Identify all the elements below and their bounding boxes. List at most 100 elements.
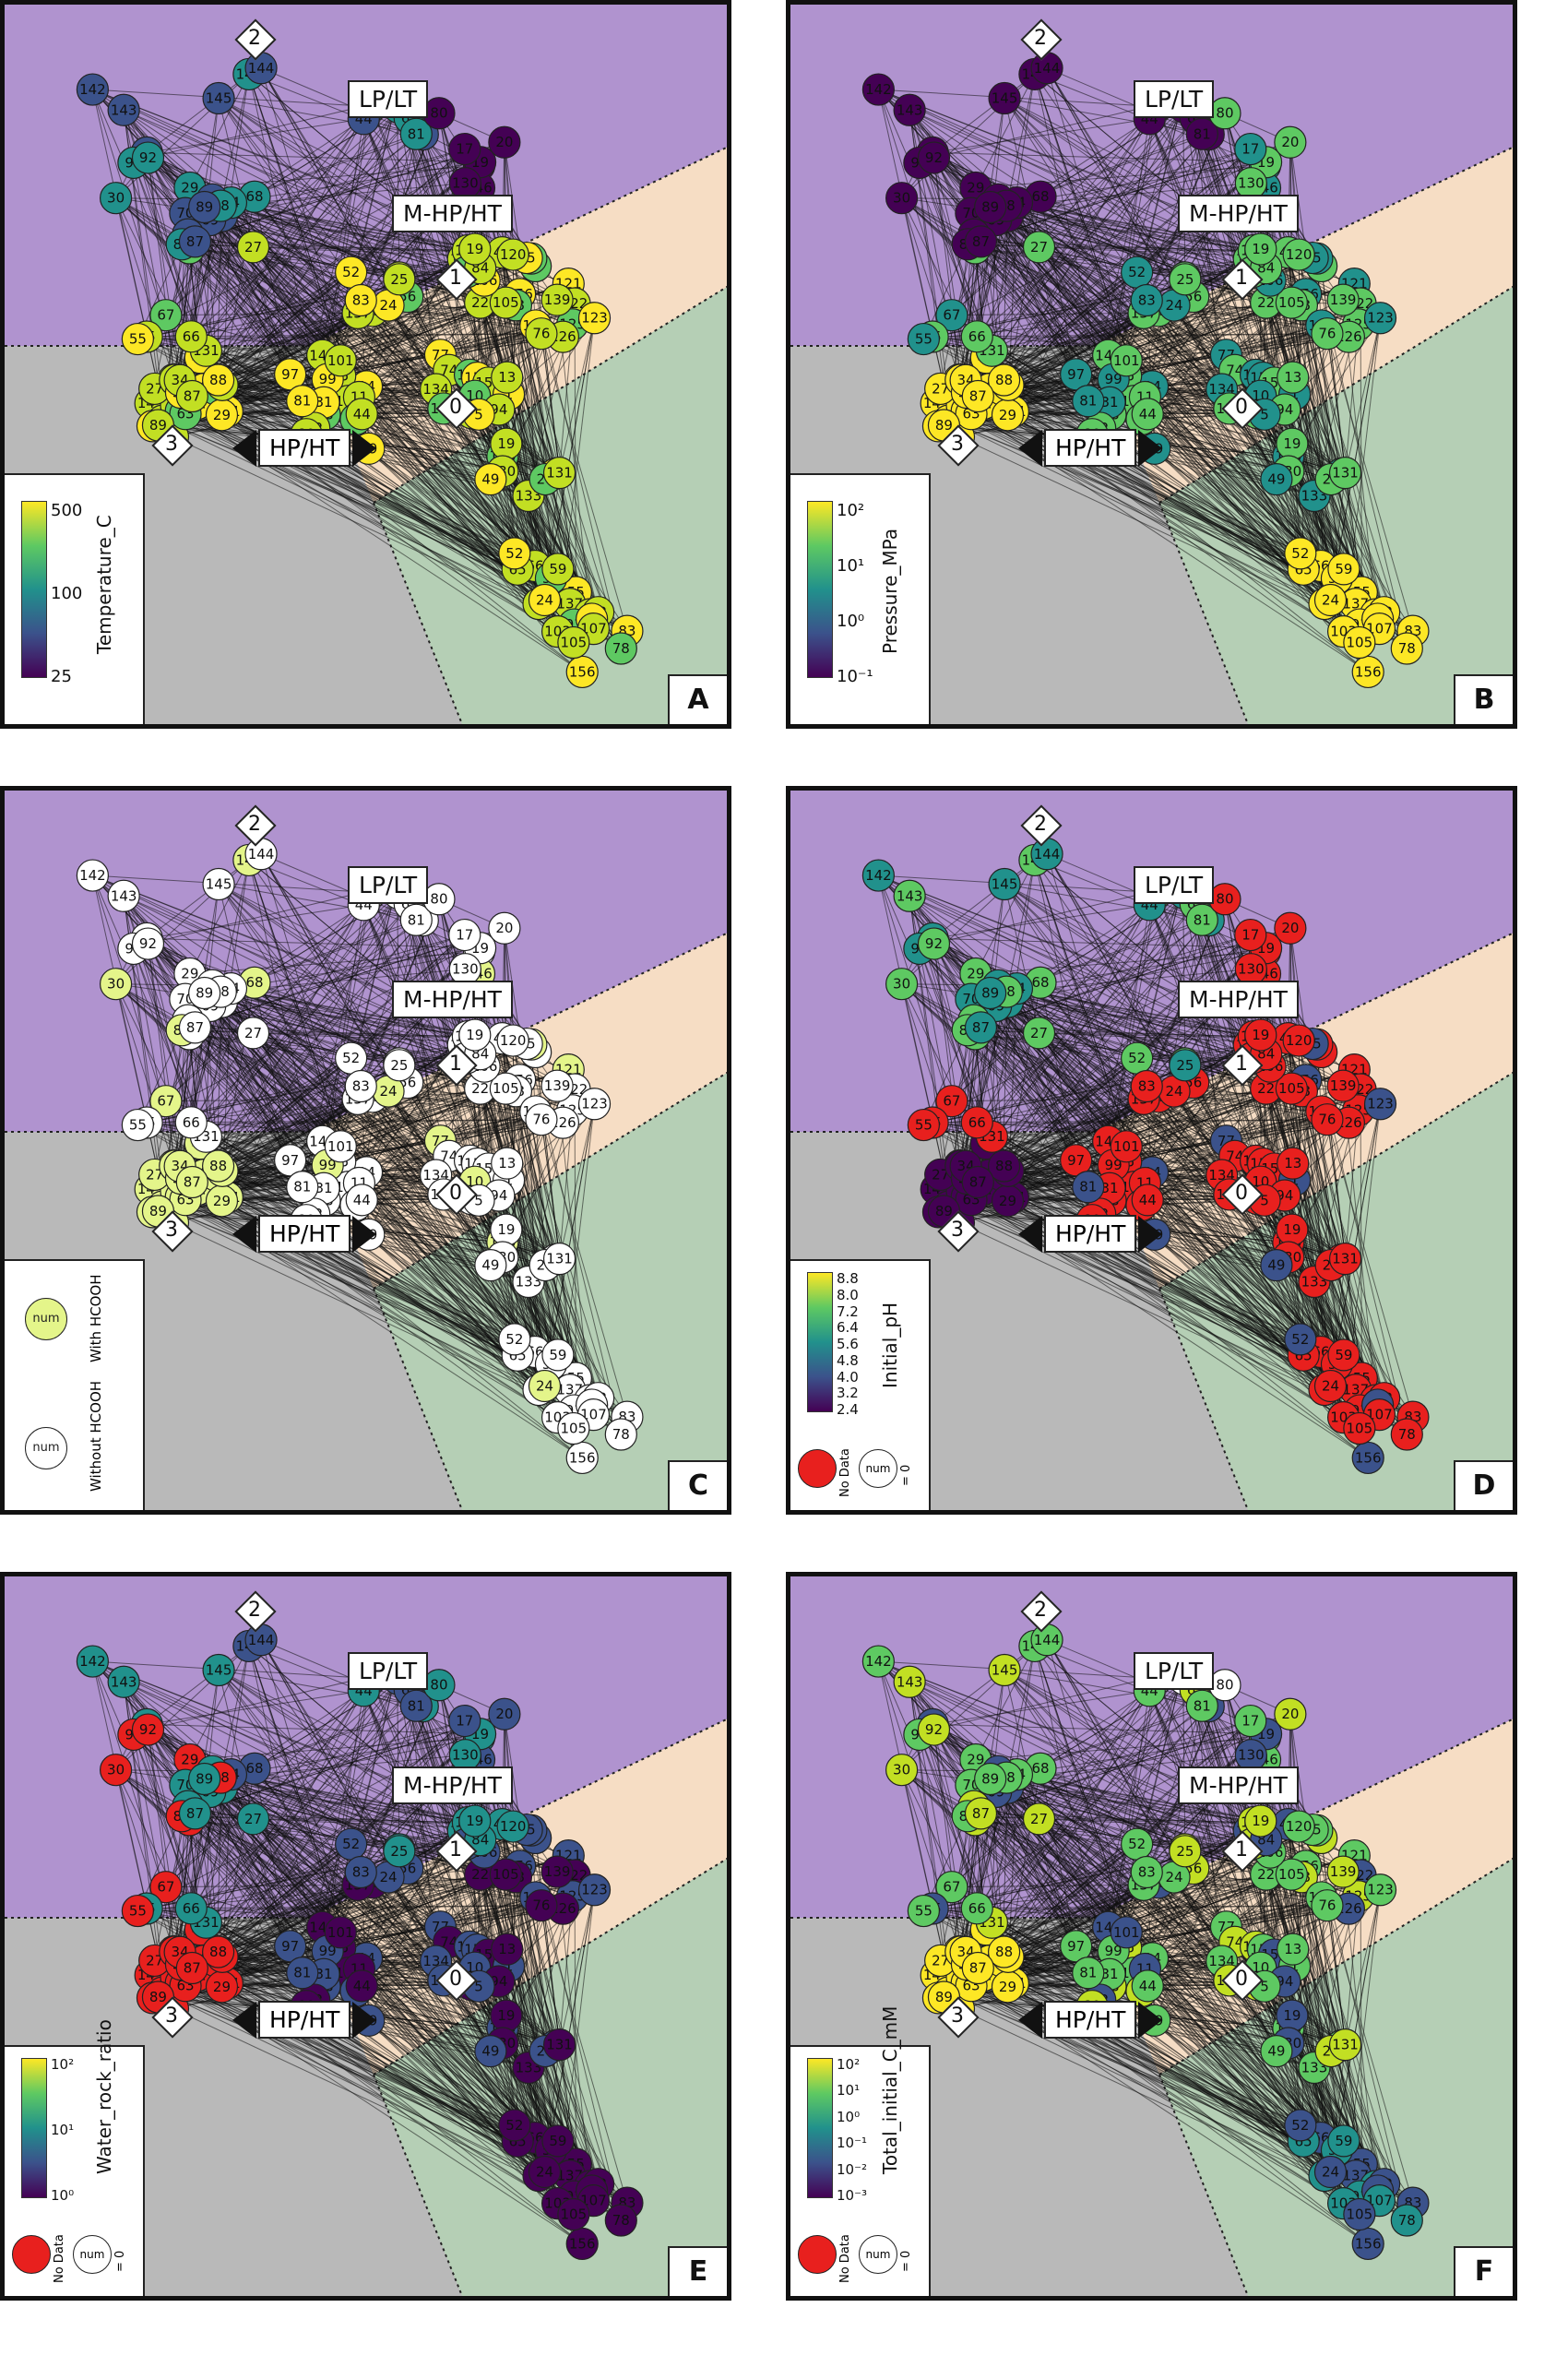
network-node (201, 363, 235, 397)
node-label: 92 (139, 149, 157, 166)
panel-letter: C (668, 1460, 727, 1510)
node-label: 130 (452, 961, 479, 978)
network-edge (123, 895, 480, 1201)
node-label: 66 (968, 1114, 986, 1131)
network-node (907, 1108, 940, 1142)
network-node (1244, 232, 1277, 266)
no-data-label: No Data (838, 1448, 852, 1497)
network-edge (221, 982, 255, 1172)
network-node (1326, 1069, 1360, 1102)
network-edge (973, 1019, 1222, 1176)
node-label: 83 (1138, 292, 1156, 309)
network-edge (995, 1005, 1185, 1065)
network-node (324, 1130, 357, 1163)
network-edge (209, 1005, 399, 1065)
panel-b: 1431421411451443090919228292770686964634… (786, 0, 1517, 729)
node-label: 81 (293, 393, 311, 410)
panel-e: 1431421411451443090919228292770686964634… (0, 1572, 731, 2301)
network-edge (220, 991, 558, 1087)
node-label: 87 (186, 1019, 204, 1036)
node-label: 99 (1105, 371, 1123, 387)
network-node (1390, 632, 1423, 665)
network-edge (218, 884, 423, 922)
network-edge (559, 1103, 596, 1259)
node-label: 99 (1105, 1157, 1123, 1173)
node-label: 144 (1034, 846, 1061, 862)
node-label: 139 (1330, 291, 1357, 308)
colorbar (807, 1272, 833, 1412)
network-edge (958, 1222, 1360, 1411)
network-edge (398, 107, 508, 378)
node-label: 52 (342, 264, 360, 280)
network-node (987, 363, 1021, 397)
network-node (274, 358, 307, 391)
node-label: 107 (1366, 1407, 1393, 1423)
network-node (1311, 1103, 1344, 1136)
network-plot: 1431421411451443090919228292770686964634… (790, 5, 1513, 724)
node-label: 87 (186, 233, 204, 250)
network-edge (187, 233, 436, 390)
network-node (131, 141, 165, 174)
node-label: 144 (248, 60, 275, 77)
network-node (1169, 263, 1202, 296)
network-edge (189, 74, 250, 188)
node-label: 52 (1291, 545, 1309, 562)
node-label: 145 (206, 876, 232, 893)
node-label: 142 (79, 867, 106, 884)
node-label: 142 (865, 81, 892, 98)
node-label: 80 (430, 105, 447, 122)
node-label: 52 (505, 1331, 523, 1348)
network-edge (1329, 1103, 1382, 1386)
no-data-dot (798, 1449, 837, 1488)
arrow-left-icon (1018, 429, 1042, 467)
node-label: 44 (353, 406, 371, 422)
without-hcooh-label: Without HCOOH (88, 1380, 104, 1492)
network-edge (1004, 884, 1209, 922)
network-node (1130, 283, 1163, 317)
node-label: 5 (474, 406, 483, 422)
node-label: 88 (995, 1158, 1013, 1174)
node-label: 13 (498, 369, 516, 386)
node-label: 101 (1113, 1138, 1140, 1155)
node-label: 156 (569, 1449, 596, 1466)
network-node (99, 182, 133, 215)
network-edge (901, 197, 960, 380)
node-label: 59 (549, 561, 566, 577)
network-node (1022, 231, 1056, 264)
network-edge (951, 106, 1158, 316)
network-node (202, 81, 235, 115)
network-node (201, 1149, 235, 1183)
zone-label-m-hp-ht: M-HP/HT (1178, 195, 1299, 232)
network-edge (187, 134, 423, 395)
node-label: 139 (1330, 1077, 1357, 1094)
network-edge (1289, 142, 1357, 604)
node-label: 19 (466, 241, 483, 257)
network-node (1282, 1024, 1315, 1057)
node-label: 130 (1238, 175, 1265, 192)
network-edge (165, 892, 372, 1102)
node-label: 143 (111, 887, 137, 904)
node-label: 29 (213, 407, 231, 423)
node-label: 5 (474, 1192, 483, 1208)
network-edge (123, 895, 506, 1089)
zone-number-marker: 1 (1221, 258, 1264, 301)
arrow-left-icon (1018, 1215, 1042, 1253)
node-label: 27 (244, 1025, 262, 1041)
network-edge (909, 895, 1292, 1089)
network-node (489, 286, 522, 319)
hp-ht-arrow-label: HP/HT (1018, 429, 1163, 467)
network-edge (220, 74, 250, 207)
network-edge (1145, 1183, 1343, 1260)
network-edge (1183, 893, 1294, 1164)
node-label: 27 (146, 380, 163, 397)
node-label: 17 (456, 927, 473, 944)
network-edge (218, 98, 423, 136)
network-node (861, 73, 895, 106)
node-label: 66 (968, 328, 986, 345)
network-edge (1264, 951, 1362, 1379)
network-edge (1360, 303, 1362, 593)
node-label: 74 (1226, 362, 1243, 378)
network-edge (933, 157, 1271, 281)
network-node (149, 1085, 183, 1118)
network-node (542, 1243, 576, 1276)
